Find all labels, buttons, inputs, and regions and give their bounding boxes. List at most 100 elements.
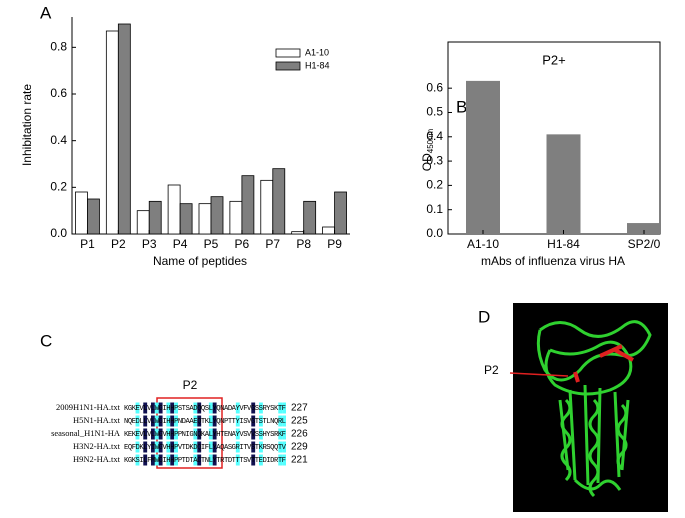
sequence-end: 221 [291, 455, 308, 466]
y-tick-label: 0.0 [50, 226, 67, 240]
sequence: KGKSILFMWGIHHPPTDTACTNLYTRTDTTTSVTTEDIDR… [124, 457, 286, 465]
residue-highlight [170, 428, 175, 440]
residue-highlight [174, 454, 178, 466]
residue-highlight [259, 402, 263, 414]
residue-highlight [166, 454, 171, 466]
residue-highlight [197, 454, 202, 466]
x-tick-label: P7 [265, 237, 280, 251]
residue-highlight [208, 454, 213, 466]
residue-highlight [174, 402, 178, 414]
y-tick-label: 0.2 [426, 178, 443, 192]
residue-highlight [135, 441, 140, 453]
residue-highlight [143, 415, 148, 427]
bar [627, 223, 661, 234]
residue-highlight [193, 454, 198, 466]
residue-highlight [278, 428, 283, 440]
x-axis-label: mAbs of influenza virus HA [481, 254, 625, 268]
residue-highlight [251, 402, 256, 414]
residue-highlight [251, 415, 256, 427]
residue-highlight [197, 441, 202, 453]
residue-highlight [278, 402, 283, 414]
y-tick-label: 0.5 [426, 105, 443, 119]
legend-label: H1-84 [305, 60, 330, 70]
residue-highlight [251, 454, 256, 466]
bar [136, 210, 150, 235]
x-tick-label: P1 [80, 237, 95, 251]
x-tick-label: P5 [204, 237, 219, 251]
bar [210, 196, 224, 235]
residue-highlight [235, 428, 240, 440]
residue-highlight [158, 415, 163, 427]
residue-highlight [235, 415, 240, 427]
residue-highlight [212, 415, 217, 427]
bar [229, 200, 243, 235]
residue-highlight [158, 428, 163, 440]
sequence-name: H5N1-HA.txt [73, 415, 121, 425]
residue-highlight [143, 454, 148, 466]
residue-highlight [193, 441, 198, 453]
y-axis-label-main: OD [420, 153, 434, 171]
residue-highlight [208, 441, 213, 453]
sequence-end: 227 [291, 403, 308, 414]
panel-label: A [40, 3, 52, 22]
legend-swatch [275, 48, 301, 58]
residue-highlight [208, 428, 213, 440]
residue-highlight [282, 441, 286, 453]
bar [87, 198, 100, 235]
pointer-line [509, 372, 569, 377]
residue-highlight [154, 402, 159, 414]
residue-highlight [158, 441, 163, 453]
residue-highlight [170, 454, 175, 466]
residue-highlight [197, 402, 202, 414]
bar [179, 203, 193, 235]
residue-highlight [158, 402, 163, 414]
x-tick-label: SP2/0 [628, 237, 661, 251]
x-tick-label: P2 [111, 237, 126, 251]
sequence-end: 226 [291, 429, 308, 440]
residue-highlight [259, 415, 263, 427]
y-axis-label: OD450nm [420, 128, 435, 171]
bar [466, 80, 500, 234]
residue-highlight [166, 428, 171, 440]
legend-swatch [275, 61, 301, 71]
bar [198, 203, 212, 235]
residue-highlight [282, 402, 286, 414]
residue-highlight [170, 441, 175, 453]
y-axis-label-main: Inhibitation rate [20, 84, 34, 166]
bar [334, 191, 347, 235]
residue-highlight [251, 441, 256, 453]
sequence-name: H3N2-HA.txt [73, 441, 121, 451]
bar [291, 231, 305, 235]
x-tick-label: P8 [296, 237, 311, 251]
residue-highlight [135, 402, 140, 414]
residue-highlight [166, 415, 171, 427]
residue-highlight [135, 428, 140, 440]
sequence-end: 225 [291, 416, 308, 427]
residue-highlight [174, 441, 178, 453]
residue-highlight [170, 415, 175, 427]
residue-highlight [174, 415, 178, 427]
residue-highlight [154, 415, 159, 427]
residue-highlight [259, 441, 263, 453]
bar [546, 134, 581, 234]
residue-highlight [212, 454, 217, 466]
sequence: NQEDLLVLWGIHHPNDAAEQTKLYQNPTTYISVGTSTLNQ… [124, 418, 286, 426]
residue-highlight [197, 428, 202, 440]
y-tick-label: 0.6 [426, 80, 443, 94]
y-tick-label: 0.1 [426, 202, 443, 216]
region-label: P2 [183, 378, 198, 392]
residue-highlight [174, 428, 178, 440]
x-tick-label: P4 [173, 237, 188, 251]
residue-highlight [135, 415, 140, 427]
sequence: EQFDKLYIWGVHHPVTDKDQIFLYAQASGRITVSTKRSQQ… [124, 444, 287, 452]
residue-highlight [251, 428, 256, 440]
p2-highlight [573, 344, 634, 383]
residue-highlight [158, 454, 163, 466]
y-tick-label: 0.3 [426, 153, 443, 167]
y-axis-label: Inhibitation rate [20, 84, 34, 166]
x-axis-label: Name of peptides [153, 254, 247, 268]
residue-highlight [193, 402, 198, 414]
bar [241, 175, 255, 235]
y-tick-label: 0.2 [50, 180, 67, 194]
